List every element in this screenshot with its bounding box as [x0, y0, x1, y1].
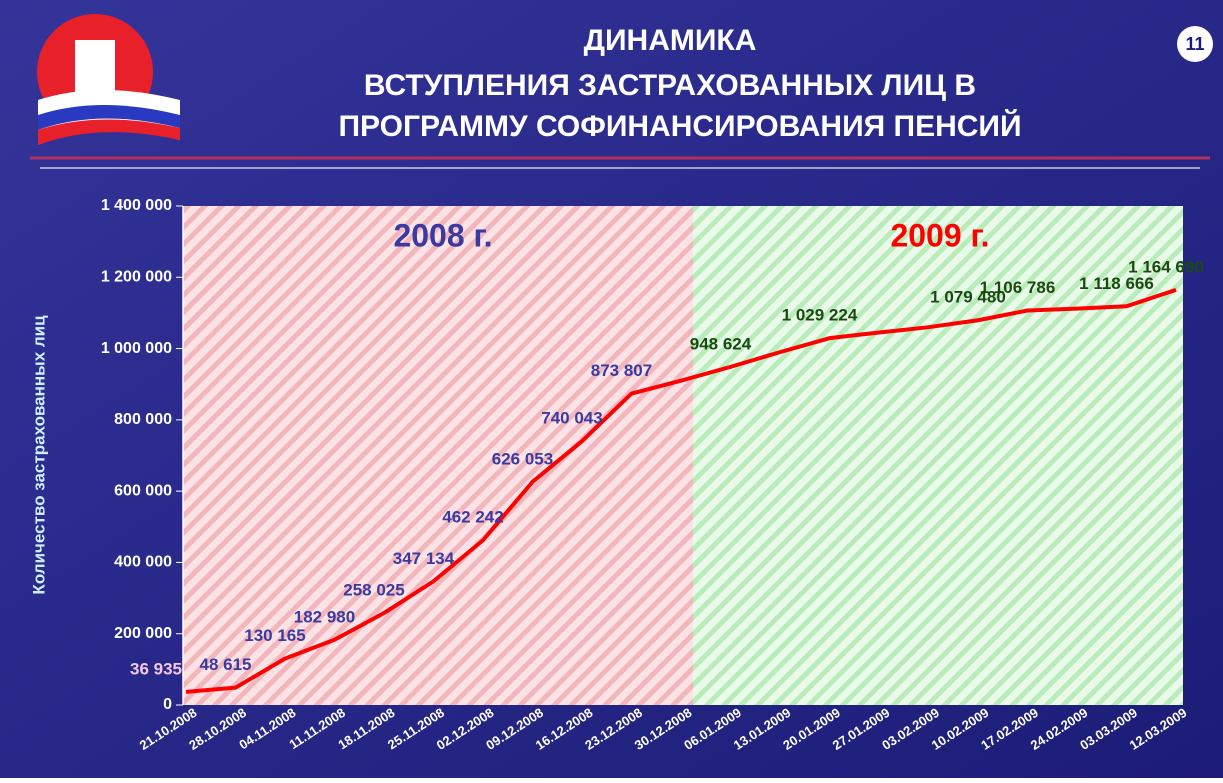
y-tick-label: 800 000 — [114, 411, 172, 428]
subtitle: ВСТУПЛЕНИЯ ЗАСТРАХОВАННЫХ ЛИЦ В — [364, 69, 976, 102]
region-2009 — [693, 206, 1183, 705]
page-badge — [1177, 26, 1213, 62]
subtitle: ПРОГРАММУ СОФИНАНСИРОВАНИЯ ПЕНСИЙ — [338, 109, 1021, 143]
line — [185, 287, 1177, 694]
y-tick-label: 0 — [163, 696, 172, 713]
data-label: 873 807 — [591, 361, 652, 380]
data-label: 36 935 — [130, 659, 182, 678]
data-label: 1 164 690 — [1128, 257, 1204, 276]
annotation: 2009 г. — [890, 217, 989, 253]
y-axis-label: Количество застрахованных лиц — [29, 315, 48, 595]
data-label: 1 079 480 — [930, 288, 1006, 307]
data-label: 182 980 — [294, 607, 355, 626]
data-label: 1 106 786 — [980, 278, 1056, 297]
y-tick-label: 400 000 — [114, 554, 172, 571]
region-2008 — [183, 206, 693, 705]
y-tick-label: 1 000 000 — [101, 340, 172, 357]
y-tick-label: 200 000 — [114, 625, 172, 642]
data-label: 740 043 — [541, 409, 602, 428]
annotation: 2008 г. — [393, 217, 492, 253]
data-label: 347 134 — [393, 549, 455, 568]
data-label: 48 615 — [200, 655, 252, 674]
logo — [37, 14, 180, 145]
data-label: 130 165 — [244, 626, 305, 645]
data-label: 626 053 — [492, 449, 553, 468]
title: ДИНАМИКА — [584, 24, 757, 57]
y-tick-label: 1 200 000 — [101, 269, 172, 286]
data-label: 1 029 224 — [782, 306, 858, 325]
y-tick-label: 600 000 — [114, 482, 172, 499]
data-label: 462 242 — [442, 508, 503, 527]
y-tick-label: 1 400 000 — [101, 197, 172, 214]
data-label: 258 025 — [343, 581, 404, 600]
page-number: 11 — [1185, 34, 1204, 54]
data-label: 1 118 666 — [1079, 274, 1154, 293]
data-label: 948 624 — [690, 334, 752, 353]
